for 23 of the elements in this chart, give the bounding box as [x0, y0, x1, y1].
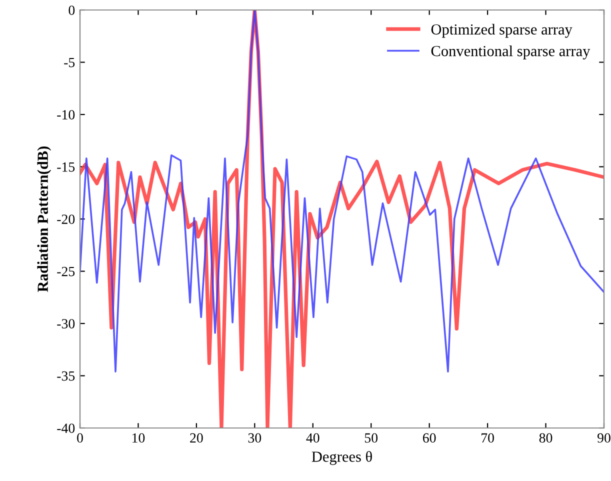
- y-tick-label: -35: [57, 371, 75, 381]
- x-tick-label: 40: [306, 433, 320, 443]
- x-tick-label: 90: [598, 433, 610, 443]
- x-tick-label: 60: [422, 433, 436, 443]
- y-tick-label: -20: [57, 214, 75, 224]
- x-axis-title: Degrees θ: [312, 451, 372, 465]
- y-tick-label: -5: [64, 58, 75, 68]
- y-tick-label: 0: [68, 6, 75, 15]
- y-tick-label: -10: [57, 110, 75, 120]
- x-tick-label: 70: [482, 433, 494, 443]
- x-tick-label: 10: [132, 433, 145, 443]
- y-tick-label: -40: [57, 424, 75, 433]
- x-tick-label: 50: [364, 433, 378, 443]
- x-tick-label: 0: [77, 433, 83, 443]
- y-tick-label: -30: [57, 319, 75, 328]
- legend-label: Optimized sparse array: [431, 24, 572, 38]
- x-tick-label: 20: [190, 433, 203, 443]
- x-tick-label: 30: [248, 433, 262, 443]
- y-tick-label: -25: [57, 266, 75, 276]
- legend-label: Conventional sparse array: [431, 45, 590, 60]
- y-tick-label: -15: [57, 162, 75, 172]
- x-tick-label: 80: [539, 433, 552, 443]
- y-axis-title: Radiation Pattern(dB): [37, 146, 52, 292]
